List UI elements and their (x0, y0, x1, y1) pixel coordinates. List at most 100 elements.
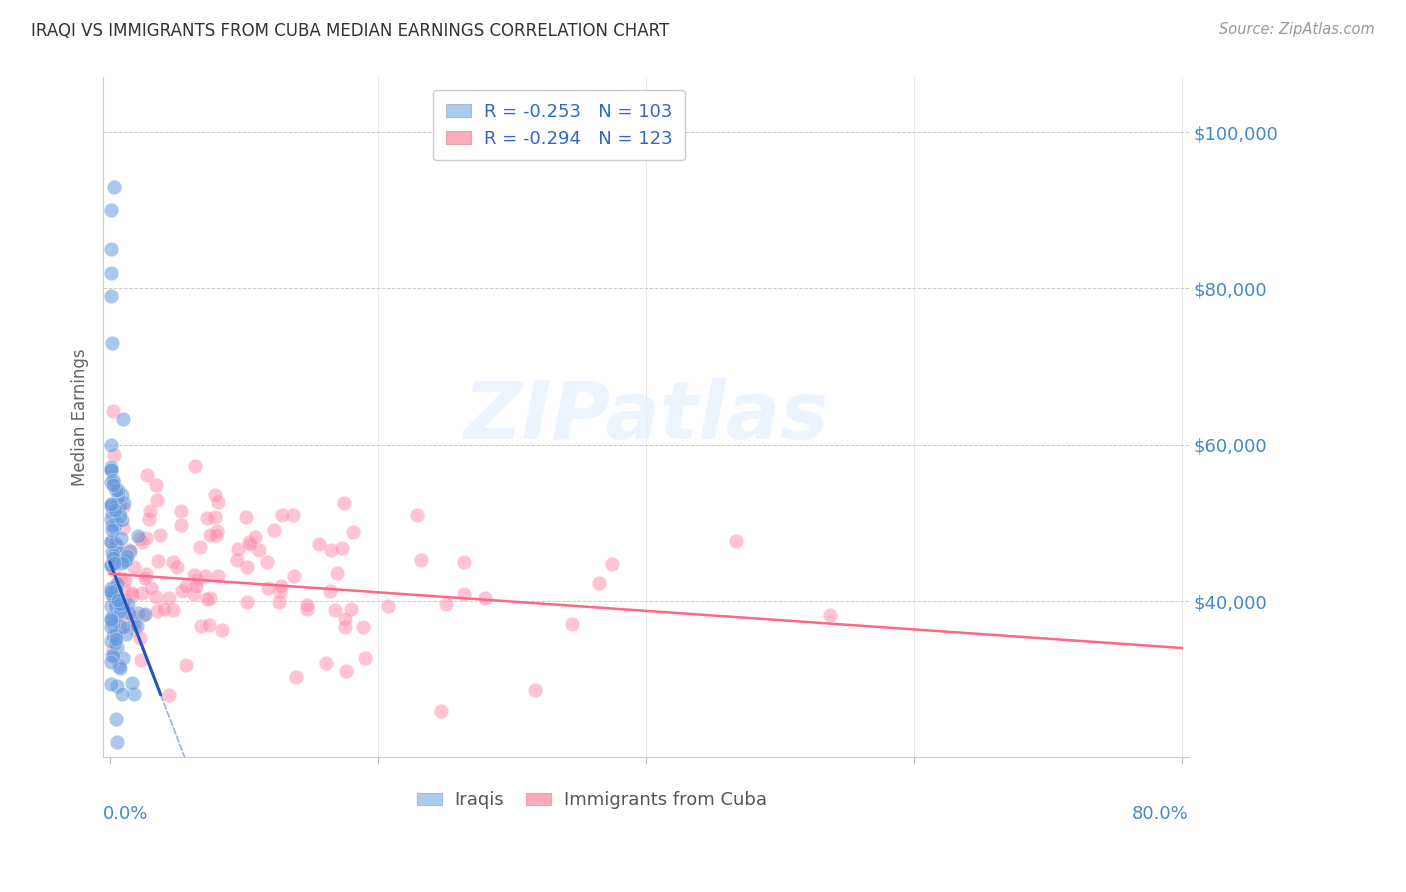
Point (110, 508, 132, 523)
Point (204, 528, 226, 542)
Point (114, 553, 136, 567)
Point (121, 608, 143, 623)
Point (453, 555, 475, 569)
Point (145, 478, 167, 492)
Point (101, 508, 124, 522)
Point (114, 591, 136, 606)
Point (146, 604, 169, 618)
Point (236, 595, 259, 609)
Point (112, 620, 135, 634)
Point (104, 635, 127, 649)
Point (100, 534, 122, 549)
Point (148, 554, 170, 568)
Point (107, 658, 129, 673)
Point (243, 531, 266, 545)
Point (101, 478, 124, 492)
Point (134, 607, 156, 621)
Point (198, 591, 221, 606)
Point (105, 539, 128, 553)
Point (100, 611, 122, 625)
Point (108, 604, 131, 618)
Point (204, 509, 226, 524)
Point (100, 289, 122, 303)
Point (112, 412, 135, 426)
Point (474, 591, 496, 605)
Point (117, 549, 139, 563)
Point (146, 492, 169, 507)
Point (138, 512, 160, 526)
Point (198, 618, 221, 632)
Point (105, 576, 128, 591)
Point (111, 488, 134, 502)
Point (162, 555, 184, 569)
Text: ZIPatlas: ZIPatlas (464, 378, 828, 457)
Point (100, 243, 122, 257)
Point (111, 651, 134, 665)
Point (101, 648, 124, 662)
Point (194, 568, 217, 582)
Point (120, 612, 142, 626)
Point (170, 584, 193, 599)
Point (105, 628, 128, 642)
Point (110, 607, 132, 622)
Point (104, 599, 127, 613)
Point (453, 587, 475, 601)
Point (195, 511, 218, 525)
Point (127, 607, 149, 621)
Point (107, 735, 129, 749)
Point (114, 573, 136, 587)
Point (134, 571, 156, 585)
Point (112, 521, 135, 535)
Point (105, 608, 128, 623)
Point (100, 203, 122, 218)
Point (103, 473, 125, 487)
Point (183, 568, 205, 582)
Point (100, 586, 122, 600)
Point (122, 559, 145, 574)
Point (236, 559, 259, 574)
Point (107, 490, 129, 504)
Point (226, 542, 249, 557)
Point (100, 498, 122, 512)
Point (333, 612, 356, 626)
Point (105, 483, 128, 497)
Point (101, 404, 124, 418)
Point (100, 497, 122, 511)
Point (101, 582, 124, 597)
Legend: Iraqis, Immigrants from Cuba: Iraqis, Immigrants from Cuba (409, 784, 775, 816)
Point (105, 539, 128, 553)
Point (100, 523, 122, 537)
Point (271, 508, 294, 522)
Point (100, 534, 122, 549)
Point (256, 555, 278, 569)
Point (103, 629, 125, 643)
Point (561, 616, 583, 631)
Point (162, 603, 184, 617)
Point (101, 648, 124, 663)
Point (100, 558, 122, 573)
Point (111, 687, 134, 701)
Point (104, 632, 127, 646)
Point (205, 524, 228, 538)
Point (115, 627, 138, 641)
Point (169, 504, 191, 518)
Point (333, 496, 356, 510)
Point (121, 675, 143, 690)
Point (100, 438, 122, 452)
Point (118, 543, 141, 558)
Point (101, 581, 124, 595)
Point (195, 592, 218, 607)
Point (100, 676, 122, 690)
Point (108, 545, 131, 559)
Point (100, 581, 122, 595)
Point (138, 504, 160, 518)
Point (101, 589, 124, 603)
Point (101, 548, 124, 562)
Text: 0.0%: 0.0% (103, 805, 149, 823)
Point (100, 266, 122, 280)
Point (103, 585, 125, 599)
Point (269, 584, 291, 599)
Point (122, 616, 145, 631)
Point (135, 566, 157, 581)
Point (377, 599, 399, 613)
